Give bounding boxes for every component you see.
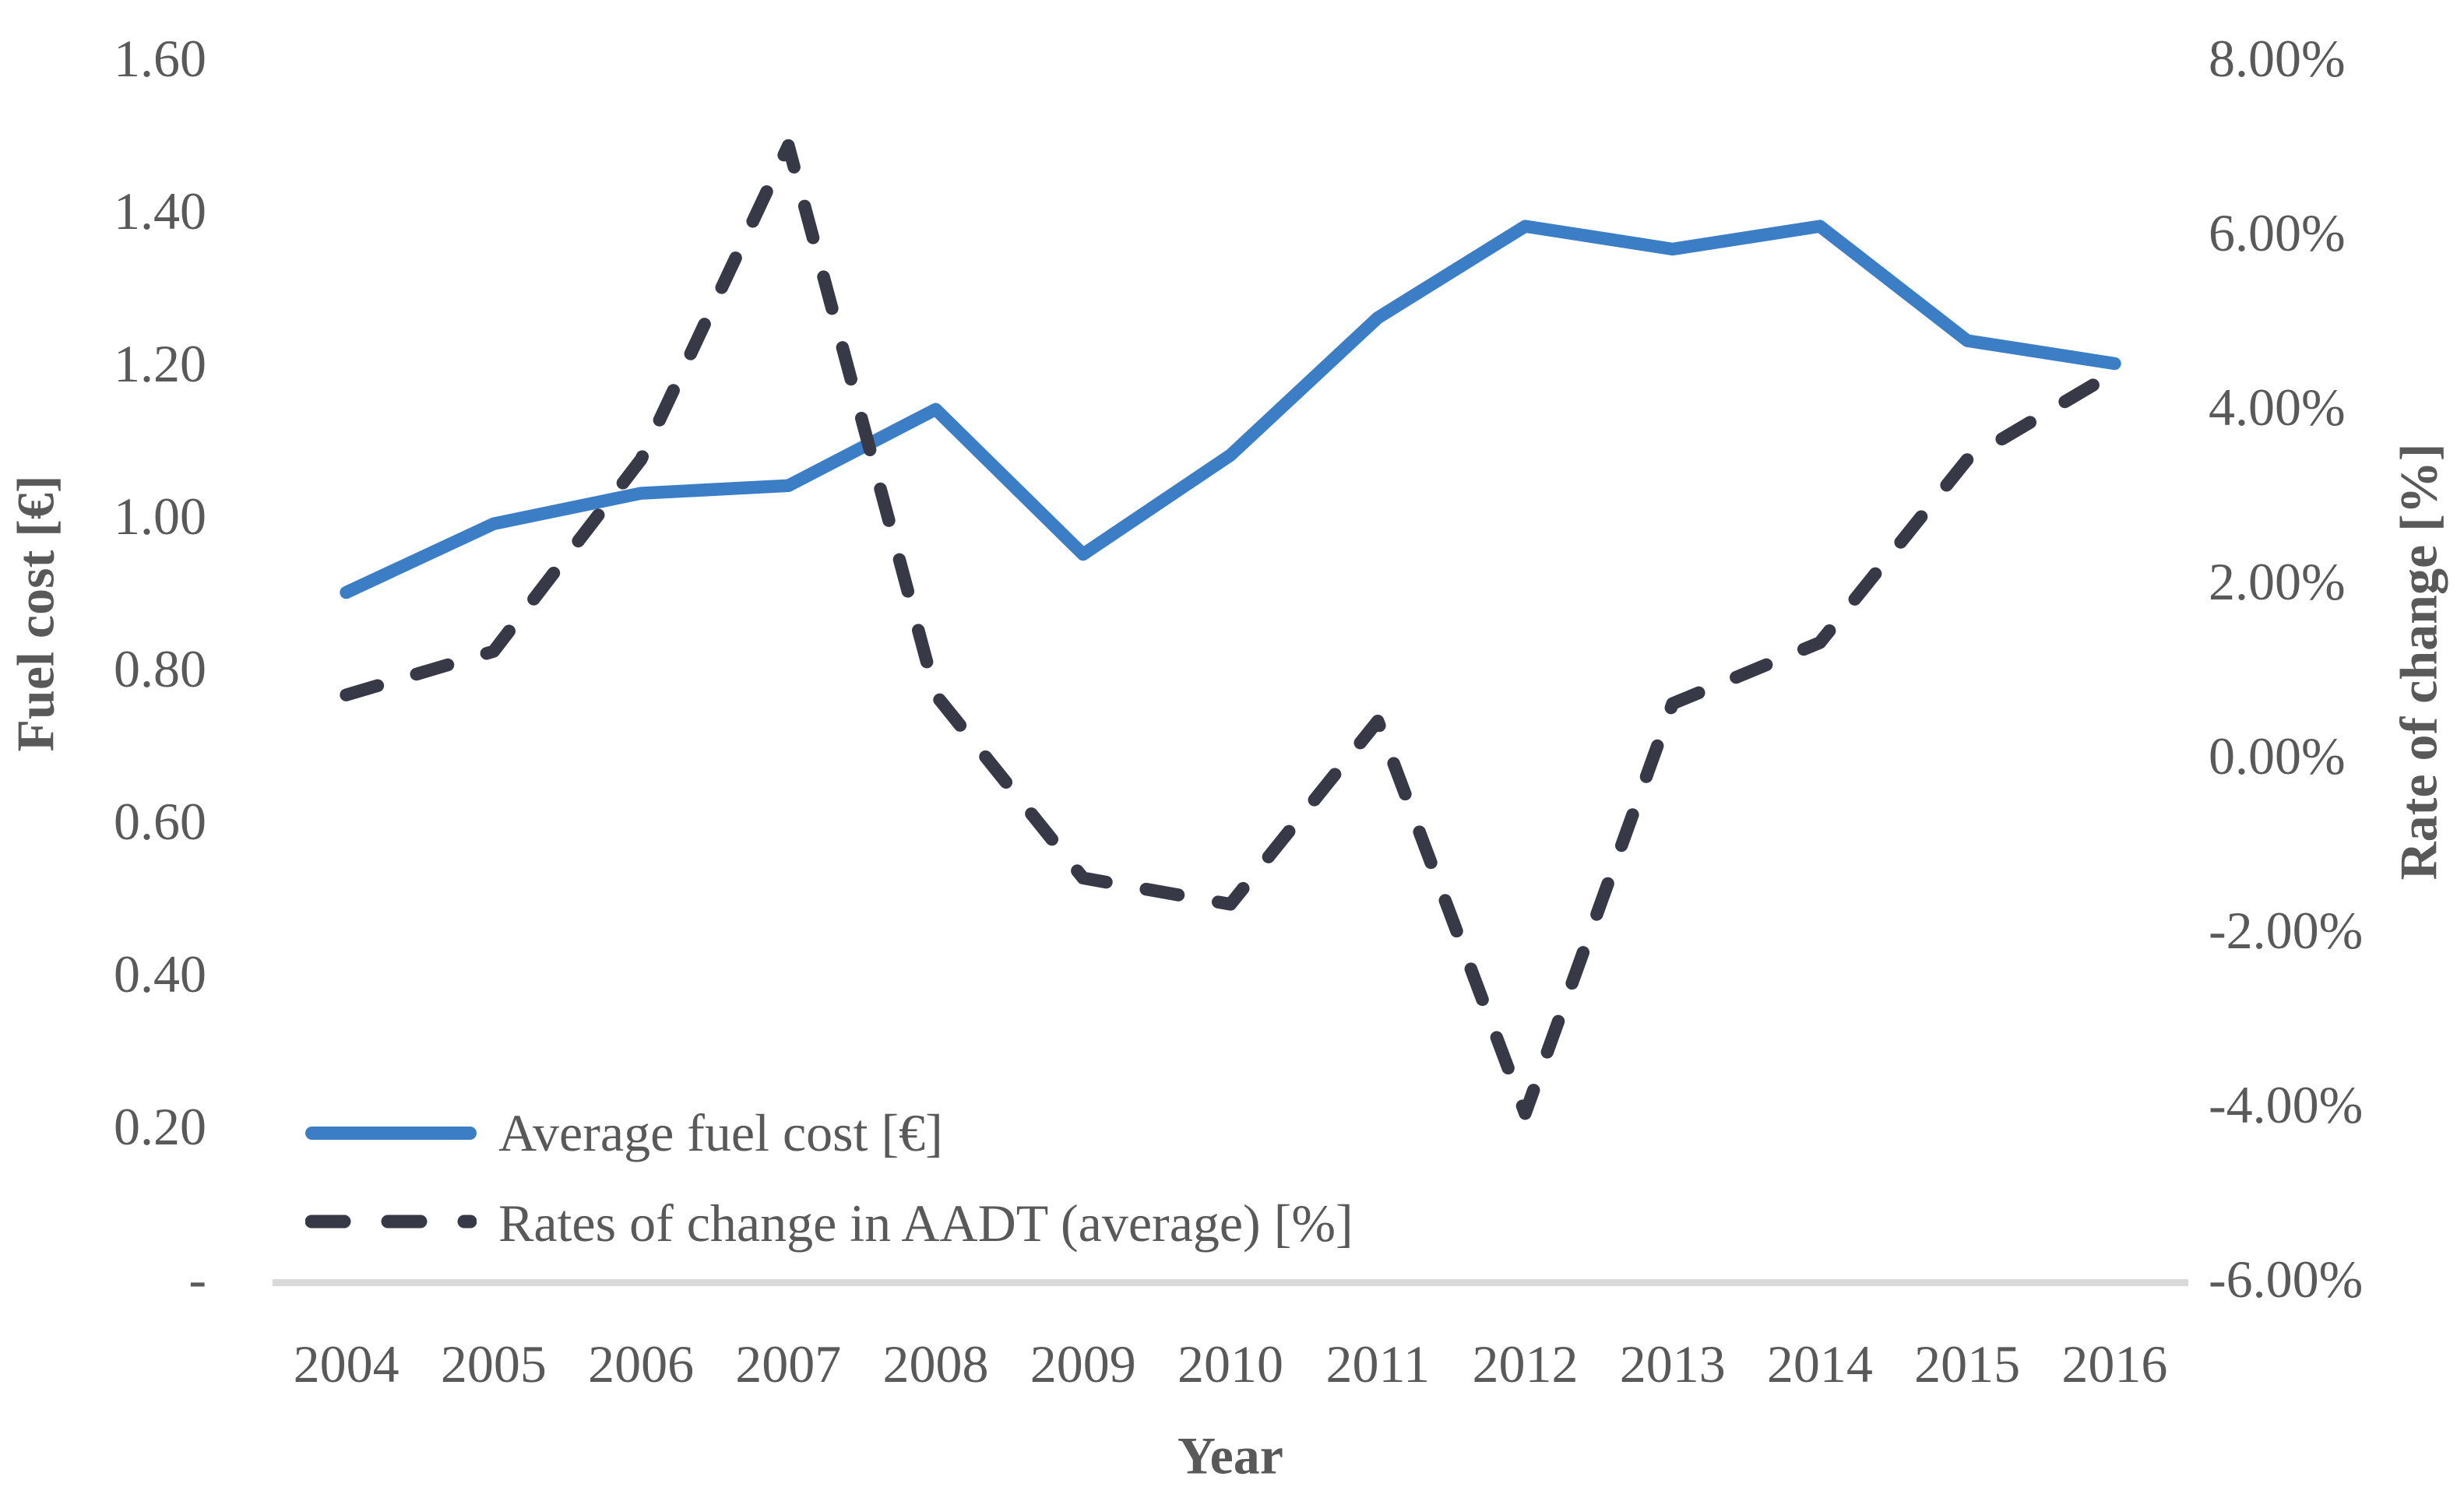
legend-item-aadt-rate: Rates of change in AADT (average) [%] [304, 1190, 1353, 1257]
right-axis-tick-label: -6.00% [2209, 1250, 2363, 1309]
left-axis-tick-label: 1.60 [114, 29, 206, 88]
right-axis-tick-label: 6.00% [2209, 203, 2346, 262]
legend-label-aadt-rate: Rates of change in AADT (average) [%] [498, 1193, 1353, 1253]
x-axis-tick-label: 2006 [588, 1334, 694, 1394]
x-axis-title: Year [1177, 1425, 1283, 1485]
left-axis-title: Fuel cost [€] [5, 475, 65, 752]
left-axis-tick-label: 1.20 [114, 334, 206, 393]
x-axis-tick-label: 2004 [294, 1334, 400, 1394]
legend-solid-line-swatch [305, 1126, 477, 1140]
x-axis-tick-label: 2008 [883, 1334, 989, 1394]
left-axis-tick-label: 0.80 [114, 639, 206, 698]
left-axis-tick-label: - [188, 1250, 206, 1309]
x-axis-tick-label: 2010 [1177, 1334, 1283, 1394]
left-axis-tick-label: 1.00 [114, 487, 206, 546]
legend-label-fuel-cost: Average fuel cost [€] [498, 1103, 943, 1162]
right-axis-tick-label: 4.00% [2209, 378, 2346, 437]
right-axis-tick-label: 2.00% [2209, 552, 2346, 611]
x-axis-tick-label: 2011 [1325, 1334, 1429, 1394]
x-axis-tick-label: 2007 [735, 1334, 841, 1394]
legend-item-fuel-cost: Average fuel cost [€] [305, 1099, 1353, 1166]
x-axis-tick-label: 2012 [1472, 1334, 1578, 1394]
left-axis-tick-label: 1.40 [114, 181, 206, 241]
x-axis-tick-label: 2015 [1914, 1334, 2020, 1394]
fuel-cost-line [340, 220, 2121, 599]
x-axis-tick-label: 2013 [1620, 1334, 1726, 1394]
legend-dashed-line-swatch [304, 1212, 477, 1235]
right-axis-tick-label: 0.00% [2209, 726, 2346, 786]
right-axis-tick-label: -2.00% [2209, 901, 2363, 960]
legend: Average fuel cost [€] Rates of change in… [304, 1099, 1353, 1257]
aadt-rate-line [340, 139, 2121, 1120]
right-axis-tick-label: -4.00% [2209, 1075, 2363, 1134]
x-axis-tick-label: 2009 [1030, 1334, 1136, 1394]
left-axis-tick-label: 0.40 [114, 944, 206, 1004]
left-axis-tick-label: 0.60 [114, 792, 206, 851]
left-axis-tick-label: 0.20 [114, 1097, 206, 1156]
right-axis-tick-label: 8.00% [2209, 29, 2346, 88]
x-axis-tick-label: 2014 [1767, 1334, 1873, 1394]
x-axis-tick-label: 2016 [2061, 1334, 2167, 1394]
x-axis-line [273, 1279, 2188, 1286]
right-axis-title: Rate of change [%] [2388, 443, 2448, 881]
x-axis-tick-label: 2005 [441, 1334, 547, 1394]
